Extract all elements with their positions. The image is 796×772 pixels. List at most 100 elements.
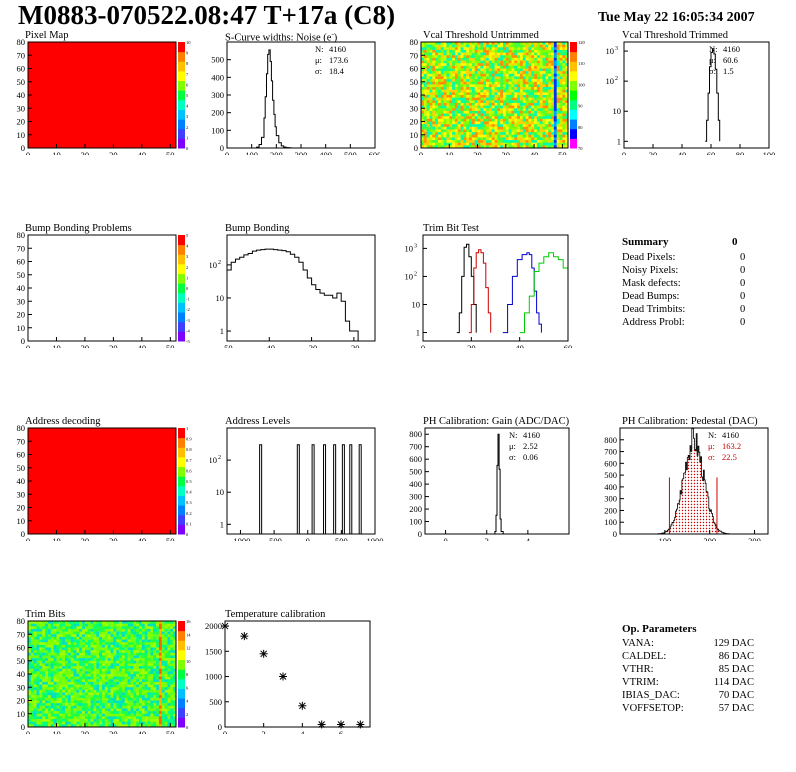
heatmap-cell — [463, 79, 467, 83]
heatmap-cell — [96, 652, 100, 656]
heatmap-cell — [471, 87, 476, 90]
heatmap-cell — [141, 716, 145, 720]
plot-frame — [226, 234, 376, 342]
heatmap-cell — [488, 52, 492, 56]
colorbar-label: 110 — [578, 61, 585, 66]
heatmap-cell — [548, 95, 552, 98]
heatmap-cell — [491, 87, 495, 90]
heatmap-cell — [30, 711, 34, 715]
heatmap-cell — [545, 81, 549, 85]
heatmap-cell — [505, 97, 509, 101]
heatmap-cell — [562, 81, 566, 85]
heatmap-cell — [443, 105, 447, 109]
stat-value: 163.2 — [722, 441, 741, 451]
heatmap-cell — [158, 663, 163, 667]
heatmap-cell — [164, 689, 168, 693]
heatmap-cell — [514, 84, 518, 88]
heatmap-cell — [443, 57, 447, 61]
heatmap-cell — [70, 626, 74, 630]
heatmap-cell — [90, 708, 94, 712]
heatmap-cell — [79, 719, 83, 722]
heatmap-cell — [553, 140, 557, 143]
heatmap-cell — [73, 703, 77, 707]
heatmap-cell — [500, 55, 504, 59]
heatmap-cell — [514, 55, 518, 59]
heatmap-cell — [161, 642, 165, 646]
heatmap-cell — [542, 49, 546, 53]
heatmap-cell — [457, 79, 461, 83]
heatmap-cell — [136, 639, 140, 643]
heatmap-cell — [562, 65, 566, 69]
heatmap-cell — [440, 132, 444, 136]
heatmap-cell — [119, 650, 123, 654]
heatmap-cell — [432, 118, 436, 122]
heatmap-cell — [102, 636, 106, 640]
heatmap-cell — [45, 666, 49, 669]
heatmap-cell — [452, 87, 456, 90]
heatmap-cell — [90, 652, 94, 656]
heatmap-cell — [173, 658, 177, 662]
heatmap-cell — [53, 652, 57, 656]
y-tick-label: 0 — [220, 143, 224, 153]
heatmap-cell — [440, 126, 444, 130]
heatmap-cell — [139, 689, 143, 693]
heatmap-cell — [36, 668, 40, 672]
heatmap-cell — [30, 724, 34, 728]
heatmap-cell — [432, 71, 436, 75]
heatmap-cell — [39, 636, 43, 640]
heatmap-cell — [517, 60, 521, 64]
heatmap-cell — [457, 44, 461, 48]
heatmap-cell — [517, 100, 521, 104]
heatmap-cell — [483, 44, 487, 48]
heatmap-cell — [494, 142, 498, 146]
heatmap-cell — [421, 129, 425, 133]
heatmap-cell — [33, 695, 37, 699]
heatmap-cell — [421, 102, 425, 106]
heatmap-cell — [47, 684, 52, 688]
heatmap-cell — [116, 687, 120, 691]
heatmap-cell — [421, 145, 425, 149]
heatmap-cell — [147, 621, 151, 624]
heatmap-cell — [483, 68, 487, 72]
heatmap-cell — [164, 700, 168, 704]
heatmap-cell — [39, 647, 43, 651]
heatmap-cell — [147, 716, 151, 720]
heatmap-cell — [28, 705, 32, 709]
heatmap-cell — [452, 65, 456, 69]
heatmap-cell — [158, 642, 163, 646]
heatmap-cell — [466, 71, 470, 75]
heatmap-cell — [539, 84, 543, 88]
heatmap-cell — [90, 721, 94, 725]
heatmap-cell — [522, 65, 526, 69]
heatmap-cell — [158, 621, 163, 624]
heatmap-cell — [528, 87, 532, 90]
heatmap-cell — [443, 47, 447, 51]
heatmap-cell — [565, 124, 569, 128]
heatmap-cell — [435, 76, 439, 80]
heatmap-cell — [432, 145, 436, 149]
heatmap-cell — [494, 89, 498, 93]
heatmap-cell — [454, 44, 459, 48]
heatmap-cell — [147, 674, 151, 677]
heatmap-cell — [452, 73, 456, 77]
heatmap-cell — [511, 47, 515, 51]
heatmap-cell — [113, 639, 117, 643]
heatmap-cell — [432, 110, 436, 114]
heatmap-cell — [79, 658, 83, 662]
heatmap-cell — [73, 711, 77, 715]
x-tick-label: 50 — [558, 150, 567, 155]
heatmap-cell — [483, 113, 487, 117]
heatmap-cell — [545, 132, 549, 136]
heatmap-cell — [539, 73, 543, 77]
heatmap-cell — [130, 663, 134, 667]
heatmap-cell — [76, 650, 80, 654]
heatmap-cell — [36, 684, 40, 688]
heatmap-cell — [454, 73, 459, 77]
heatmap-cell — [522, 95, 526, 98]
heatmap-cell — [82, 639, 86, 643]
heatmap-cell — [486, 145, 490, 149]
heatmap-cell — [457, 118, 461, 122]
heatmap-cell — [437, 113, 442, 117]
heatmap-cell — [497, 105, 501, 109]
heatmap-cell — [136, 689, 140, 693]
